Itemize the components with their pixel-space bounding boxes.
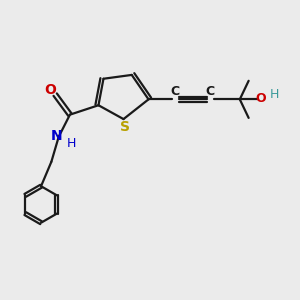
Text: H: H [66,137,76,150]
Text: O: O [256,92,266,105]
Text: O: O [44,83,56,97]
Text: C: C [170,85,180,98]
Text: N: N [51,129,62,143]
Text: S: S [120,120,130,134]
Text: H: H [270,88,280,100]
Text: C: C [206,85,215,98]
